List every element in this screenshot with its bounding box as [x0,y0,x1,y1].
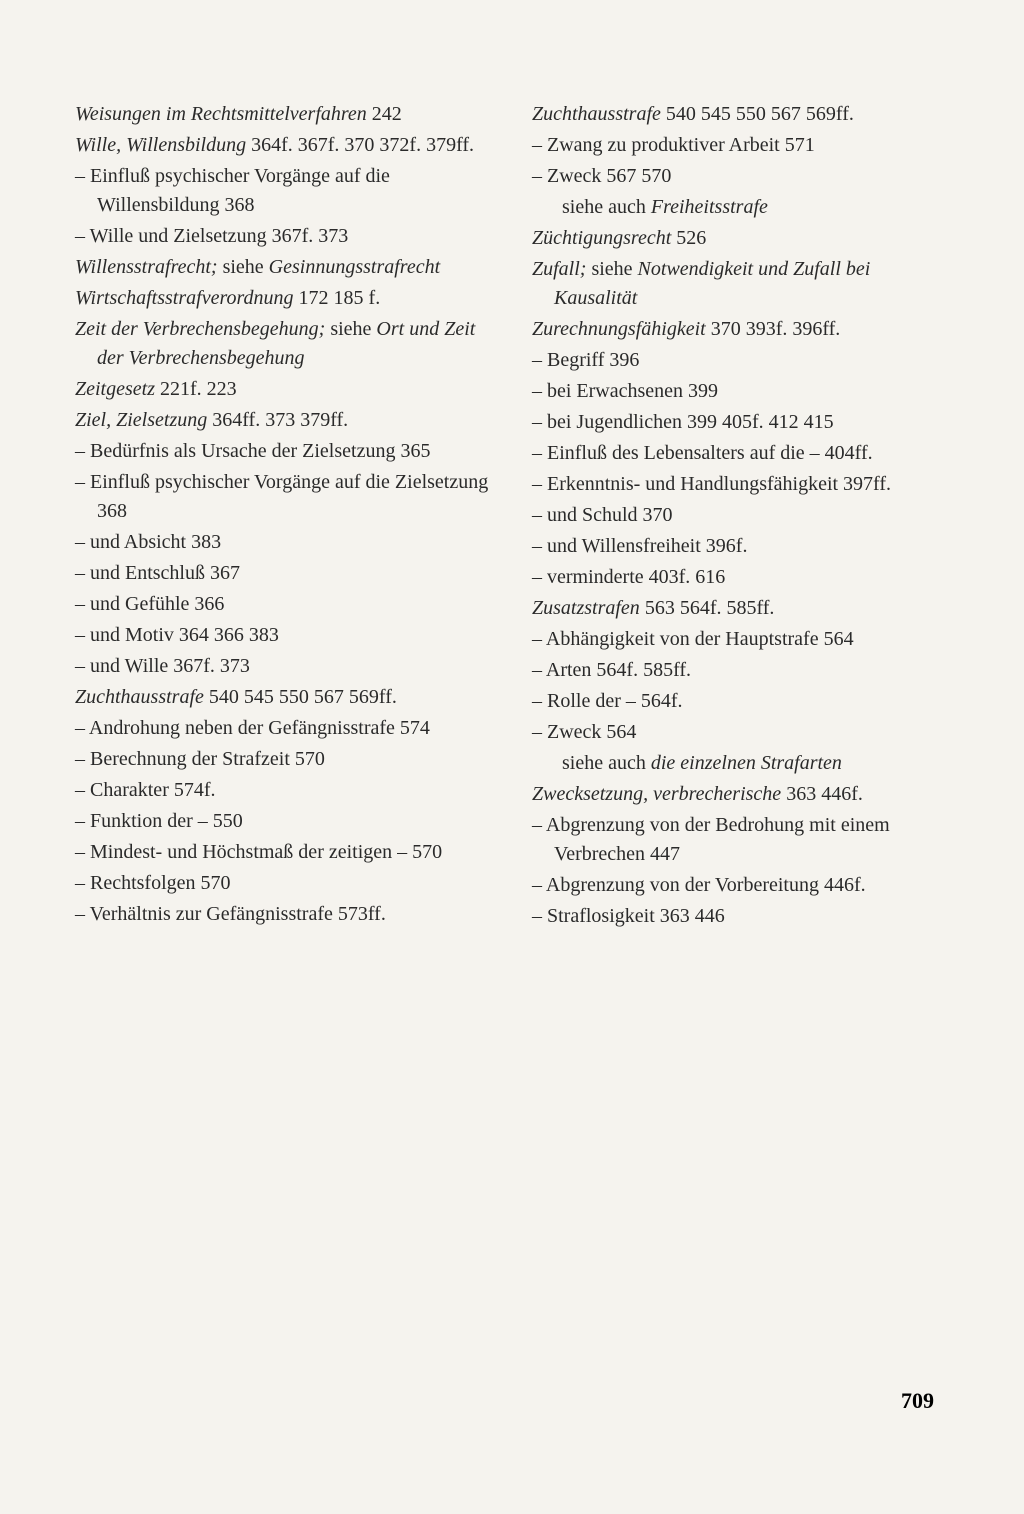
index-term: Zusatzstrafen [532,597,640,619]
index-refs: 540 545 550 567 569ff. [204,686,397,708]
index-subentry: – Einfluß psychischer Vorgänge auf die W… [75,162,492,220]
index-subentry: – Einfluß des Lebensalters auf die – 404… [532,439,949,468]
index-subentry: – Erkenntnis- und Handlungsfähigkeit 397… [532,470,949,499]
index-refs: siehe [586,258,637,280]
index-subentry: – Rolle der – 564f. [532,687,949,716]
index-subentry: – Rechtsfolgen 570 [75,869,492,898]
index-refs: siehe auch [562,752,651,774]
index-term: Wirtschaftsstrafverordnung [75,287,294,309]
index-entry: Zwecksetzung, verbrecherische 363 446f. [532,780,949,809]
index-term: Freiheitsstrafe [651,196,768,218]
index-refs: 242 [367,103,402,125]
index-entry: Weisungen im Rechtsmittelverfahren 242 [75,100,492,129]
index-subentry: – bei Jugendlichen 399 405f. 412 415 [532,408,949,437]
index-subentry: – und Wille 367f. 373 [75,652,492,681]
index-term: Willensstrafrecht; [75,256,218,278]
index-subentry: – Einfluß psychischer Vorgänge auf die Z… [75,468,492,526]
index-refs: 364ff. 373 379ff. [207,409,348,431]
left-column: Weisungen im Rechtsmittelverfahren 242Wi… [75,100,492,933]
index-refs: 563 564f. 585ff. [640,597,775,619]
index-refs: siehe [325,318,376,340]
index-subentry: – Straflosigkeit 363 446 [532,902,949,931]
index-term: Zufall; [532,258,586,280]
index-subentry: – Bedürfnis als Ursache der Zielsetzung … [75,437,492,466]
index-subentry: – Verhältnis zur Gefängnisstrafe 573ff. [75,900,492,929]
index-subentry: – Zwang zu produktiver Arbeit 571 [532,131,949,160]
index-subentry: – Abhängigkeit von der Hauptstrafe 564 [532,625,949,654]
index-term: Weisungen im Rechtsmittelverfahren [75,103,367,125]
index-subentry: – Mindest- und Höchstmaß der zeitigen – … [75,838,492,867]
index-subentry: – und Motiv 364 366 383 [75,621,492,650]
index-entry: Ziel, Zielsetzung 364ff. 373 379ff. [75,406,492,435]
index-subentry: – und Entschluß 367 [75,559,492,588]
index-subentry: – Begriff 396 [532,346,949,375]
index-entry: Zuchthausstrafe 540 545 550 567 569ff. [532,100,949,129]
index-subentry: – Charakter 574f. [75,776,492,805]
index-term: Wille, Willensbildung [75,134,246,156]
right-column: Zuchthausstrafe 540 545 550 567 569ff.– … [532,100,949,933]
page-number: 709 [901,1388,934,1414]
index-subentry: – und Schuld 370 [532,501,949,530]
index-subentry: – Abgrenzung von der Bedrohung mit einem… [532,811,949,869]
index-entry: Zeitgesetz 221f. 223 [75,375,492,404]
index-subentry: – Androhung neben der Gefängnisstrafe 57… [75,714,492,743]
index-entry: Züchtigungsrecht 526 [532,224,949,253]
index-content: Weisungen im Rechtsmittelverfahren 242Wi… [75,100,949,933]
index-subentry: – verminderte 403f. 616 [532,563,949,592]
index-term: Zeit der Verbrechensbegehung; [75,318,325,340]
index-subentry: – und Absicht 383 [75,528,492,557]
index-refs: 540 545 550 567 569ff. [661,103,854,125]
index-refs: 172 185 f. [294,287,381,309]
index-entry: Zeit der Verbrechensbegehung; siehe Ort … [75,315,492,373]
index-term: Gesinnungsstrafrecht [269,256,440,278]
index-refs: 221f. 223 [155,378,237,400]
index-subentry: – Funktion der – 550 [75,807,492,836]
index-subentry: – Zweck 564 [532,718,949,747]
index-term: die einzelnen Strafarten [651,752,842,774]
index-entry: Zuchthausstrafe 540 545 550 567 569ff. [75,683,492,712]
index-entry: Willensstrafrecht; siehe Gesinnungsstraf… [75,253,492,282]
index-subentry: – Zweck 567 570 [532,162,949,191]
index-term: Zurechnungsfähigkeit [532,318,706,340]
index-entry: siehe auch die einzelnen Strafarten [532,749,949,778]
index-entry: Zufall; siehe Notwendigkeit und Zufall b… [532,255,949,313]
index-term: Zeitgesetz [75,378,155,400]
index-term: Züchtigungsrecht [532,227,671,249]
index-subentry: – Abgrenzung von der Vorbereitung 446f. [532,871,949,900]
index-refs: 364f. 367f. 370 372f. 379ff. [246,134,474,156]
index-refs: 370 393f. 396ff. [706,318,841,340]
index-term: Zwecksetzung, verbrecherische [532,783,781,805]
index-refs: 526 [671,227,706,249]
index-entry: Zurechnungsfähigkeit 370 393f. 396ff. [532,315,949,344]
index-subentry: – Arten 564f. 585ff. [532,656,949,685]
index-subentry: – und Gefühle 366 [75,590,492,619]
index-term: Zuchthausstrafe [75,686,204,708]
index-term: Ziel, Zielsetzung [75,409,207,431]
index-subentry: – und Willensfreiheit 396f. [532,532,949,561]
index-subentry: – Wille und Zielsetzung 367f. 373 [75,222,492,251]
index-subentry: – bei Erwachsenen 399 [532,377,949,406]
index-refs: siehe auch [562,196,651,218]
index-refs: siehe [218,256,269,278]
index-term: Zuchthausstrafe [532,103,661,125]
index-entry: Wirtschaftsstrafverordnung 172 185 f. [75,284,492,313]
index-entry: Zusatzstrafen 563 564f. 585ff. [532,594,949,623]
index-subentry: – Berechnung der Strafzeit 570 [75,745,492,774]
index-entry: siehe auch Freiheitsstrafe [532,193,949,222]
index-entry: Wille, Willensbildung 364f. 367f. 370 37… [75,131,492,160]
index-refs: 363 446f. [781,783,863,805]
